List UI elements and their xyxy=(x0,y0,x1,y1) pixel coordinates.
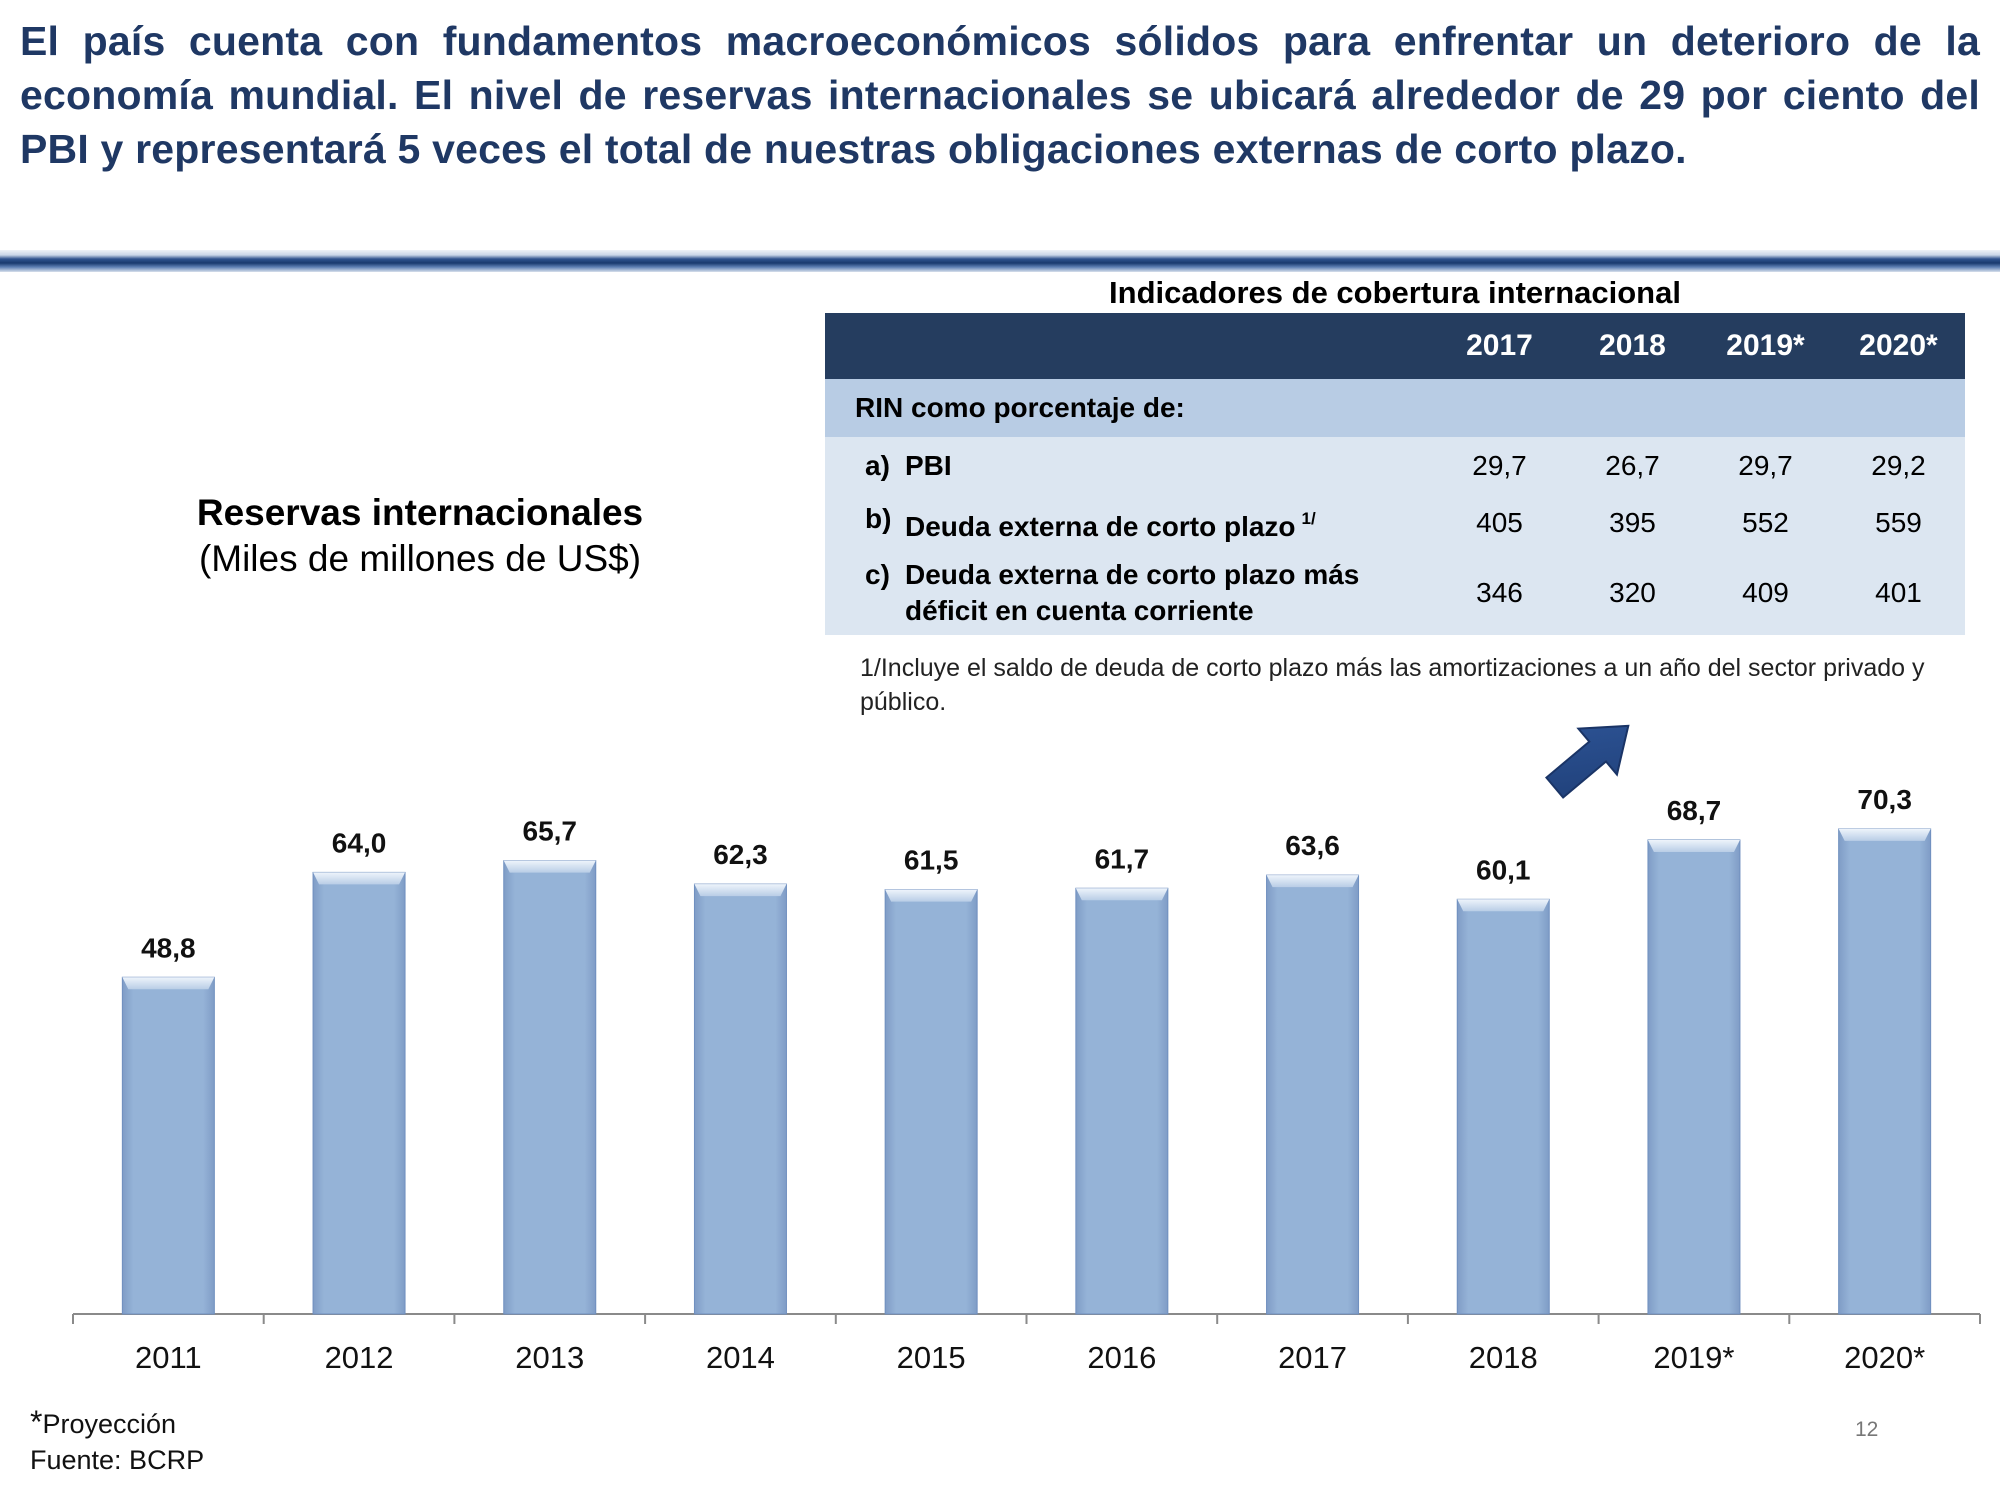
x-tick-label: 2017 xyxy=(1278,1340,1347,1375)
x-tick-label: 2019* xyxy=(1653,1340,1734,1375)
x-tick-label: 2015 xyxy=(897,1340,966,1375)
bar-highlight xyxy=(694,884,787,897)
bar xyxy=(503,860,597,1315)
header-divider xyxy=(0,250,2000,272)
row-label: a) PBI xyxy=(825,437,1433,494)
table-footnote: 1/Incluye el saldo de deuda de corto pla… xyxy=(860,654,1925,716)
table-cell: 552 xyxy=(1699,494,1832,551)
row-label: c) Deuda externa de corto plazo más défi… xyxy=(825,551,1433,635)
source-block: *Proyección Fuente: BCRP xyxy=(30,1404,204,1478)
data-label: 61,5 xyxy=(904,845,959,876)
year-header: 2019* xyxy=(1699,313,1832,379)
row-letter: c) xyxy=(865,559,890,590)
chart-subtitle: (Miles de millones de US$) xyxy=(198,538,642,579)
year-header: 2020* xyxy=(1832,313,1965,379)
data-label: 70,3 xyxy=(1857,784,1912,815)
bar xyxy=(1838,828,1932,1315)
x-tick-label: 2012 xyxy=(325,1340,394,1375)
reserves-bar-chart: 48,8 2011 64,0 2012 65,7 2013 62,3 2014 61,5 2015… xyxy=(72,724,1981,1375)
row-letter: a) xyxy=(865,449,890,481)
table-cell: 29,7 xyxy=(1433,437,1566,494)
indicators-table: 2017 2018 2019* 2020* RIN como porcentaj… xyxy=(825,313,1965,635)
table-cell: 29,7 xyxy=(1699,437,1832,494)
chart-title: Reservas internacionales xyxy=(196,492,644,533)
table-cell: 409 xyxy=(1699,551,1832,635)
x-tick-label: 2020* xyxy=(1844,1340,1925,1375)
headline: El país cuenta con fundamentos macroecon… xyxy=(20,18,1980,172)
bar-highlight xyxy=(1457,899,1550,912)
table-cell: 26,7 xyxy=(1566,437,1699,494)
table-row: a) PBI 29,7 26,7 29,7 29,2 xyxy=(825,437,1965,494)
bar xyxy=(1075,887,1169,1315)
x-tick-label: 2013 xyxy=(515,1340,584,1375)
table-row: c) Deuda externa de corto plazo más défi… xyxy=(825,551,1965,635)
table-cell: 29,2 xyxy=(1832,437,1965,494)
x-tick-label: 2014 xyxy=(706,1340,775,1375)
bar-highlight xyxy=(122,977,215,990)
x-tick-label: 2018 xyxy=(1469,1340,1538,1375)
year-header: 2018 xyxy=(1566,313,1699,379)
data-label: 63,6 xyxy=(1285,830,1340,861)
row-label-text: PBI xyxy=(905,449,952,481)
table-cell: 395 xyxy=(1566,494,1699,551)
table-cell: 401 xyxy=(1832,551,1965,635)
bar xyxy=(693,883,787,1315)
bar xyxy=(121,976,215,1315)
data-label: 48,8 xyxy=(141,932,196,963)
data-label: 62,3 xyxy=(713,839,768,870)
bar xyxy=(1456,898,1550,1315)
bar-highlight xyxy=(1266,875,1359,888)
bar-highlight xyxy=(1075,888,1168,901)
source-note: Fuente: BCRP xyxy=(30,1445,205,1475)
table-row: b) Deuda externa de corto plazo 1/ 405 39… xyxy=(825,494,1965,551)
x-tick-label: 2016 xyxy=(1087,1340,1156,1375)
table-header-row: 2017 2018 2019* 2020* xyxy=(825,313,1965,379)
row-letter: b) xyxy=(865,502,892,534)
row-label-text: Deuda externa de corto plazo más déficit… xyxy=(905,559,1360,626)
table-subheader-row: RIN como porcentaje de: xyxy=(825,379,1965,437)
asterisk: * xyxy=(30,1404,43,1440)
bar xyxy=(1266,874,1360,1315)
table-cell: 346 xyxy=(1433,551,1566,635)
row-label: b) Deuda externa de corto plazo 1/ xyxy=(825,494,1433,551)
data-label: 60,1 xyxy=(1476,854,1531,885)
table-cell: 559 xyxy=(1832,494,1965,551)
x-tick-label: 2011 xyxy=(135,1340,202,1375)
projection-note: Proyección xyxy=(42,1409,177,1439)
table-header-blank xyxy=(825,313,1433,379)
chart-title-block: Reservas internacionales (Miles de millo… xyxy=(140,490,700,582)
table-title: Indicadores de cobertura internacional xyxy=(1109,275,1681,310)
data-label: 65,7 xyxy=(523,816,578,847)
bar xyxy=(884,889,978,1315)
year-header: 2017 xyxy=(1433,313,1566,379)
bar xyxy=(312,871,406,1315)
bar-highlight xyxy=(503,860,596,873)
bar-highlight xyxy=(1647,839,1740,852)
bar-highlight xyxy=(313,872,406,885)
data-label: 68,7 xyxy=(1667,795,1722,826)
data-label: 61,7 xyxy=(1095,843,1150,874)
table-cell: 405 xyxy=(1433,494,1566,551)
footnote-marker: 1/ xyxy=(1301,508,1316,528)
table-cell: 320 xyxy=(1566,551,1699,635)
bar-highlight xyxy=(885,889,978,902)
row-label-text: Deuda externa de corto plazo xyxy=(905,510,1296,542)
page-number: 12 xyxy=(1855,1418,1879,1441)
bar-highlight xyxy=(1838,828,1931,841)
table-subheader: RIN como porcentaje de: xyxy=(825,379,1965,437)
data-label: 64,0 xyxy=(332,827,387,858)
trend-arrow-icon xyxy=(1544,724,1630,799)
bar xyxy=(1647,839,1741,1315)
